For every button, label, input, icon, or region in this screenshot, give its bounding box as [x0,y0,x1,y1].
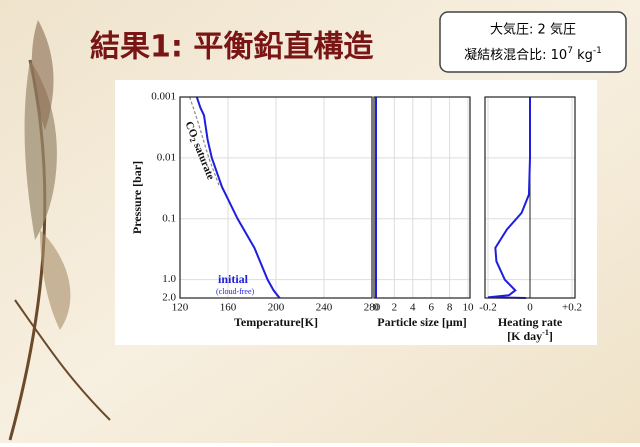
label-part: CO [183,120,200,140]
box-sup: 7 [567,46,573,56]
x-tick-label: 8 [447,302,453,314]
branch [14,299,111,421]
x-tick-label: 0 [373,302,379,314]
label-part: -1 [542,328,549,337]
series-line [487,97,531,299]
leaf [40,230,71,330]
box-line: 凝結核混合比: 107 kg-1 [464,46,602,63]
x-tick-label: 6 [428,302,434,314]
x-axis-label: Heating rate [498,315,563,329]
condition-box [439,11,627,73]
plot-frame [484,96,576,299]
label-part: Temperature[K] [234,315,318,329]
x-tick-label: 160 [220,302,237,314]
y-tick-label: 1.0 [162,273,176,285]
label-part: Heating rate [498,315,563,329]
label-part: 2 [188,136,198,143]
plot-frame [179,96,373,299]
box-text: kg [573,48,593,63]
box-line: 大気圧: 2 気圧 [490,22,576,38]
x-tick-label: 10 [463,302,475,314]
series-label: initial [218,272,249,286]
plot-frame [373,96,471,299]
y-tick-label: 0.01 [157,151,176,163]
x-tick-label: 0 [527,302,533,314]
chart-panel [115,80,597,345]
x-tick-label: 240 [316,302,333,314]
y-tick-label: 0.001 [151,91,176,103]
x-tick-label: +0.2 [562,302,582,314]
x-tick-label: 280 [364,302,381,314]
y-tick-label: 0.1 [162,212,176,224]
box-text: 凝結核混合比: 10 [464,47,567,63]
label-part: ] [549,329,553,343]
leaf [31,20,54,130]
box-sup: -1 [593,46,602,56]
x-tick-label: 120 [172,302,189,314]
x-tick-label: 200 [268,302,285,314]
x-tick-label: 2 [392,302,398,314]
series-line [195,96,281,299]
x-axis-label: [K day-1] [507,328,553,343]
slide-title: 結果1: 平衡鉛直構造 [90,30,373,65]
y-axis-label: Pressure [bar] [130,161,144,234]
series-line [189,96,221,188]
series-note: (cloud-free) [216,287,255,296]
x-tick-label: 4 [410,302,416,314]
label-part: Particle size [µm] [377,315,467,329]
x-tick-label: -0.2 [479,302,496,314]
label-part: [K day [507,329,542,343]
y-tick-label: 2.0 [162,292,176,304]
x-axis-label: Temperature[K] [234,315,318,329]
x-axis-label: Particle size [µm] [377,315,467,329]
